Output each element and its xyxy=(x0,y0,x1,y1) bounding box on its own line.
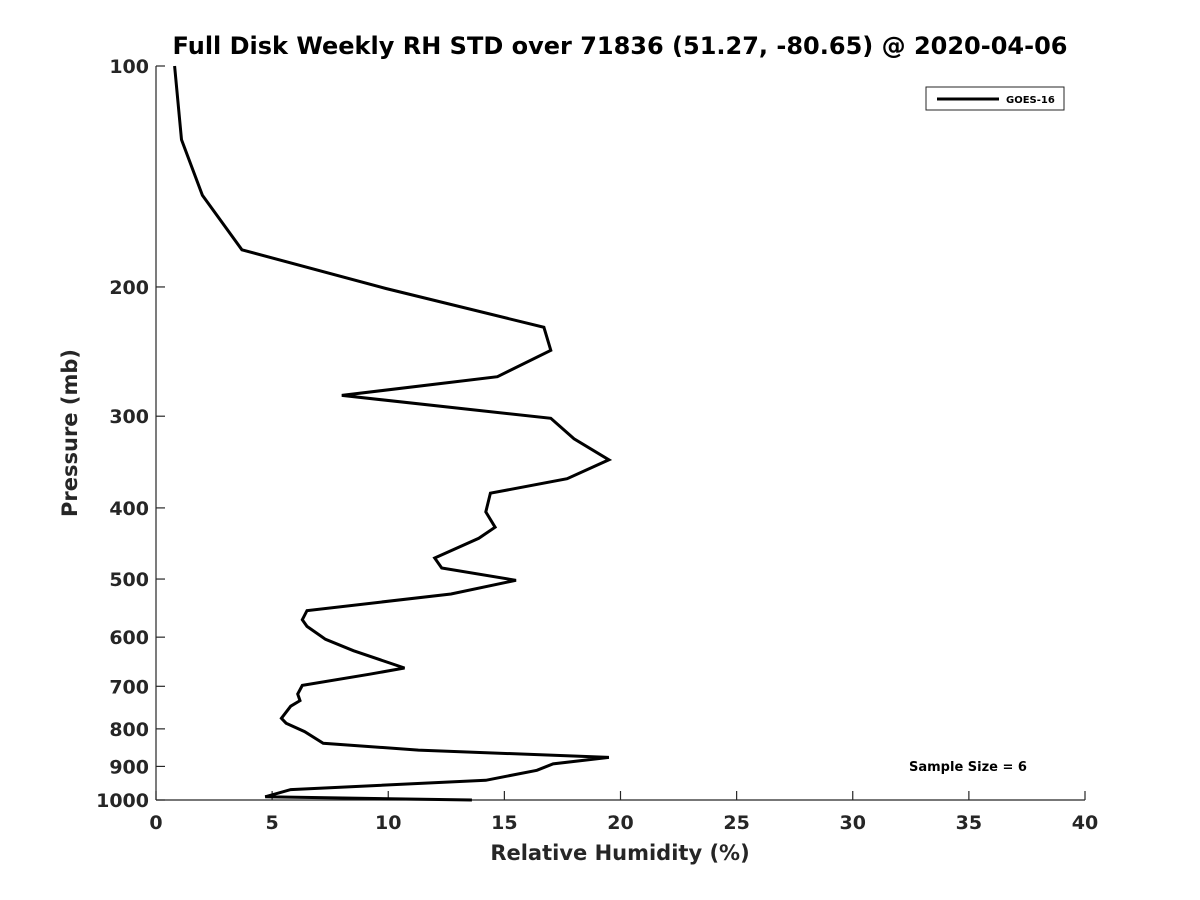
plot-area: 0 5 10 15 20 25 30 35 40 100 200 300 400 500 600 700 80… xyxy=(96,56,1098,834)
x-tick-label: 35 xyxy=(956,812,982,834)
x-tick-label: 0 xyxy=(149,812,162,834)
y-ticks: 100 200 300 400 500 600 700 800 900 1000 xyxy=(96,56,165,812)
y-axis-label: Pressure (mb) xyxy=(58,349,82,517)
y-tick-label: 1000 xyxy=(96,790,149,812)
y-tick-label: 300 xyxy=(109,406,149,428)
legend-label: GOES-16 xyxy=(1006,95,1055,106)
y-tick-label: 600 xyxy=(109,627,149,649)
y-tick-label: 400 xyxy=(109,498,149,520)
x-tick-label: 30 xyxy=(840,812,866,834)
x-tick-label: 20 xyxy=(607,812,633,834)
x-tick-label: 5 xyxy=(266,812,279,834)
x-ticks: 0 5 10 15 20 25 30 35 40 xyxy=(149,791,1098,834)
x-tick-label: 40 xyxy=(1072,812,1098,834)
y-tick-label: 100 xyxy=(109,56,149,78)
y-tick-label: 200 xyxy=(109,277,149,299)
legend: GOES-16 xyxy=(925,86,1065,111)
chart-title: Full Disk Weekly RH STD over 71836 (51.2… xyxy=(173,32,1068,60)
y-tick-label: 900 xyxy=(109,756,149,778)
sample-size-annotation: Sample Size = 6 xyxy=(909,760,1027,775)
y-tick-label: 800 xyxy=(109,719,149,741)
x-tick-label: 15 xyxy=(491,812,517,834)
y-tick-label: 700 xyxy=(109,676,149,698)
series-line-goes-16 xyxy=(173,65,613,802)
x-axis-label: Relative Humidity (%) xyxy=(490,841,749,865)
x-tick-label: 25 xyxy=(723,812,749,834)
y-tick-label: 500 xyxy=(109,569,149,591)
x-tick-label: 10 xyxy=(375,812,401,834)
